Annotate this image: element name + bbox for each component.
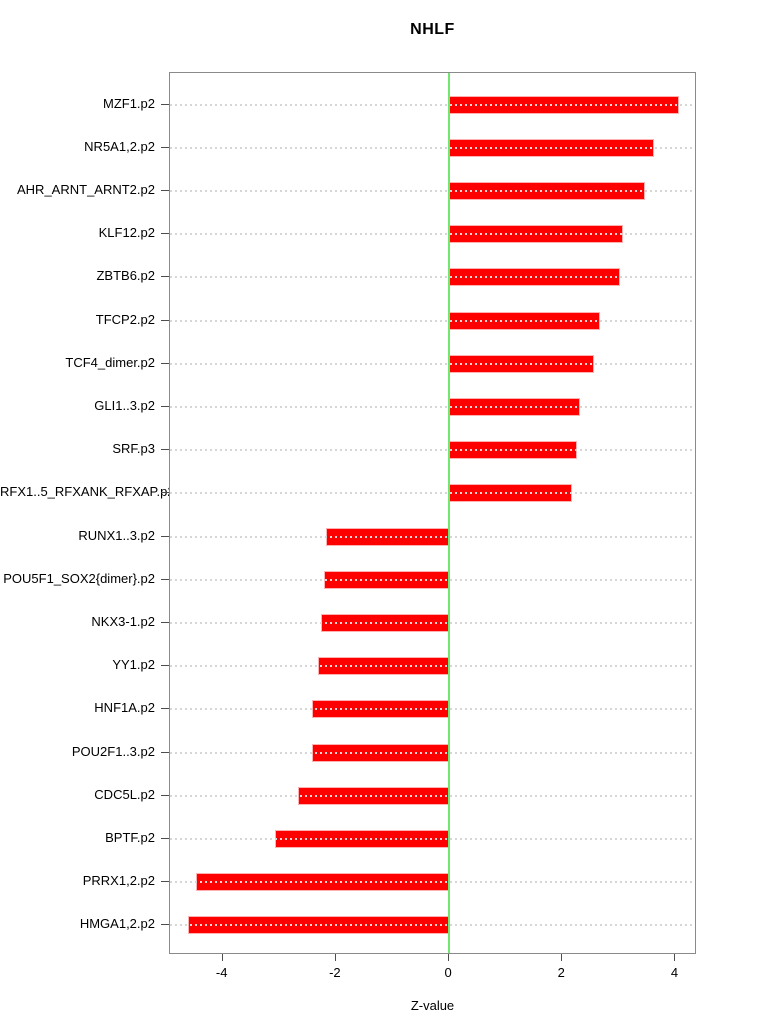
grid-line bbox=[170, 924, 695, 927]
x-tick-mark bbox=[448, 954, 450, 961]
y-tick-mark bbox=[161, 492, 169, 494]
y-tick-mark bbox=[161, 794, 169, 796]
y-tick-label: YY1.p2 bbox=[112, 657, 155, 673]
grid-line bbox=[170, 837, 695, 840]
y-tick-label: TCF4_dimer.p2 bbox=[65, 354, 155, 370]
grid-line bbox=[170, 189, 695, 192]
y-tick-label: POU2F1..3.p2 bbox=[71, 743, 155, 759]
y-tick-mark bbox=[161, 621, 169, 623]
grid-line bbox=[170, 492, 695, 495]
x-tick-mark bbox=[334, 954, 336, 961]
y-tick-label: ZBTB6.p2 bbox=[96, 268, 155, 284]
y-tick-label: SRF.p3 bbox=[112, 441, 155, 457]
grid-line bbox=[170, 578, 695, 581]
grid-line bbox=[170, 233, 695, 236]
grid-line bbox=[170, 621, 695, 624]
x-tick-label: 4 bbox=[670, 965, 679, 980]
y-tick-mark bbox=[161, 362, 169, 364]
y-tick-label: NR5A1,2.p2 bbox=[84, 138, 155, 154]
y-tick-label: AHR_ARNT_ARNT2.p2 bbox=[17, 181, 155, 197]
y-tick-label: POU5F1_SOX2{dimer}.p2 bbox=[3, 570, 155, 586]
x-tick-mark bbox=[674, 954, 676, 961]
grid-line bbox=[170, 319, 695, 322]
y-tick-label: KLF12.p2 bbox=[98, 225, 155, 241]
x-tick-mark bbox=[221, 954, 223, 961]
x-tick-label: 2 bbox=[557, 965, 565, 980]
y-tick-mark bbox=[161, 146, 169, 148]
y-tick-label: CDC5L.p2 bbox=[94, 786, 155, 802]
grid-line bbox=[170, 665, 695, 668]
y-tick-mark bbox=[161, 837, 169, 839]
grid-line bbox=[170, 103, 695, 106]
x-tick-label: -2 bbox=[329, 965, 341, 980]
grid-line bbox=[170, 276, 695, 279]
chart-title: NHLF bbox=[410, 21, 455, 38]
grid-line bbox=[170, 362, 695, 365]
y-tick-label: GLI1..3.p2 bbox=[94, 397, 155, 413]
grid-line bbox=[170, 751, 695, 754]
y-tick-mark bbox=[161, 751, 169, 753]
x-tick-label: 0 bbox=[444, 965, 452, 980]
grid-line bbox=[170, 881, 695, 884]
y-tick-mark bbox=[161, 665, 169, 667]
y-tick-mark bbox=[161, 535, 169, 537]
grid-line bbox=[170, 146, 695, 149]
y-tick-mark bbox=[161, 276, 169, 278]
y-tick-label: TFCP2.p2 bbox=[95, 311, 155, 327]
y-tick-label: HMGA1,2.p2 bbox=[79, 916, 155, 932]
y-tick-label: NKX3-1.p2 bbox=[91, 613, 155, 629]
x-axis-label: Z-value bbox=[410, 998, 455, 1013]
grid-line bbox=[170, 405, 695, 408]
y-tick-label: RUNX1..3.p2 bbox=[78, 527, 155, 543]
y-tick-mark bbox=[161, 189, 169, 191]
y-tick-mark bbox=[161, 233, 169, 235]
y-tick-label: MZF1.p2 bbox=[102, 95, 155, 111]
plot-area bbox=[169, 72, 696, 954]
zero-line bbox=[448, 73, 451, 953]
grid-line bbox=[170, 449, 695, 452]
y-tick-label: PRRX1,2.p2 bbox=[82, 873, 155, 889]
y-tick-mark bbox=[161, 449, 169, 451]
x-tick-mark bbox=[561, 954, 563, 961]
y-tick-mark bbox=[161, 405, 169, 407]
grid-line bbox=[170, 535, 695, 538]
y-tick-mark bbox=[161, 578, 169, 580]
y-tick-label: RFX1..5_RFXANK_RFXAP.p2 bbox=[0, 484, 175, 500]
y-tick-mark bbox=[161, 881, 169, 883]
y-tick-mark bbox=[161, 924, 169, 926]
y-tick-label: BPTF.p2 bbox=[105, 829, 155, 845]
y-tick-mark bbox=[161, 103, 169, 105]
grid-line bbox=[170, 708, 695, 711]
y-tick-mark bbox=[161, 708, 169, 710]
y-tick-label: HNF1A.p2 bbox=[94, 700, 155, 716]
x-tick-label: -4 bbox=[215, 965, 228, 980]
y-tick-mark bbox=[161, 319, 169, 321]
grid-line bbox=[170, 794, 695, 797]
